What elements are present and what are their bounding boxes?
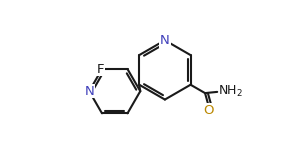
Text: N: N (160, 34, 170, 47)
Text: F: F (97, 63, 104, 76)
Text: O: O (204, 104, 214, 117)
Text: NH$_2$: NH$_2$ (218, 84, 243, 99)
Text: N: N (84, 85, 94, 98)
